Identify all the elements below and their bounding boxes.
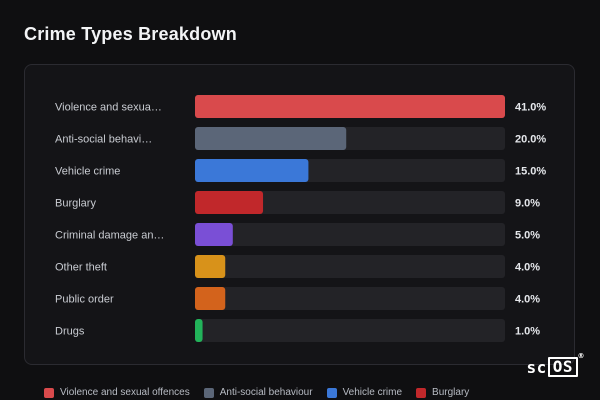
page-title: Crime Types Breakdown [24, 24, 237, 44]
legend-label: Violence and sexual offences [60, 387, 190, 398]
legend-label: Vehicle crime [342, 387, 403, 398]
legend-item[interactable]: Burglary [416, 387, 469, 398]
legend-swatch [203, 387, 214, 398]
chart-legend: Violence and sexual offences Anti-social … [44, 387, 469, 398]
legend-item[interactable]: Anti-social behaviour [203, 387, 313, 398]
legend-item[interactable]: Violence and sexual offences [44, 387, 190, 398]
brand-logo: sc OS ® [526, 352, 585, 377]
legend-swatch [44, 387, 54, 398]
legend-label: Burglary [432, 387, 470, 398]
brand-logo-boxed: OS [547, 357, 578, 377]
brand-logo-prefix: sc [526, 357, 547, 377]
legend-label: Anti-social behaviour [219, 387, 313, 398]
legend-swatch [326, 387, 337, 398]
chart-panel [24, 64, 575, 365]
legend-swatch [416, 387, 427, 398]
registered-mark: ® [577, 352, 585, 360]
legend-item[interactable]: Vehicle crime [326, 387, 403, 398]
